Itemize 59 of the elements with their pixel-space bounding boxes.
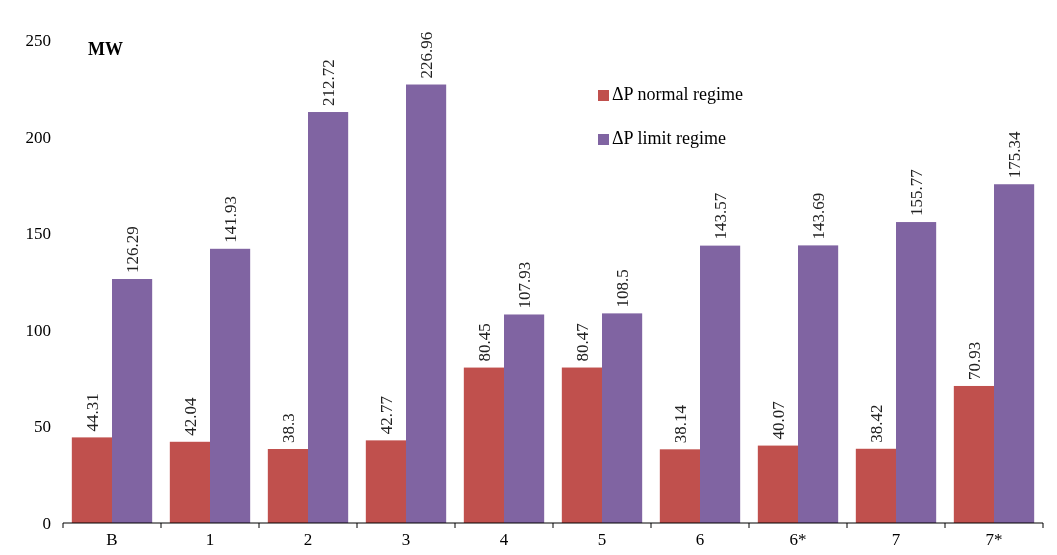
- data-label: 126.29: [123, 226, 143, 274]
- data-label: 38.42: [866, 404, 886, 443]
- bar: [700, 245, 741, 523]
- y-tick-label: 150: [25, 224, 51, 244]
- data-label: 141.93: [221, 196, 241, 243]
- bar: [994, 184, 1035, 523]
- y-axis-title: MW: [88, 39, 123, 59]
- data-label: 107.93: [515, 261, 535, 309]
- bar: [602, 313, 643, 523]
- y-tick-label: 100: [25, 320, 51, 340]
- data-label: 226.96: [417, 31, 437, 79]
- bar: [953, 385, 994, 523]
- bar: [267, 449, 308, 523]
- bar: [71, 437, 112, 523]
- bar: [463, 367, 504, 523]
- bar: [504, 314, 545, 523]
- data-label: 38.3: [278, 413, 298, 443]
- data-label: 44.31: [82, 393, 102, 432]
- data-label: 42.04: [180, 397, 200, 436]
- x-tick-label: 4: [499, 530, 509, 549]
- y-tick-label: 0: [42, 514, 51, 533]
- x-tick-label: 6: [695, 530, 705, 549]
- x-tick-label: 5: [597, 530, 607, 549]
- data-label: 40.07: [768, 400, 788, 440]
- bar: [365, 440, 406, 523]
- x-tick-label: 3: [401, 530, 411, 549]
- data-label: 155.77: [907, 168, 927, 217]
- data-label: 42.77: [376, 395, 396, 435]
- data-label: 80.45: [474, 323, 494, 362]
- data-label: 38.14: [670, 404, 690, 444]
- bar: [561, 367, 602, 523]
- y-tick-label: 250: [25, 31, 51, 50]
- data-label: 212.72: [319, 59, 339, 107]
- data-label: 143.69: [809, 192, 829, 240]
- bar: [798, 245, 839, 523]
- bar: [169, 441, 210, 523]
- x-tick-label: 7*: [985, 530, 1003, 549]
- x-tick-label: B: [106, 530, 118, 549]
- bar: [896, 222, 937, 523]
- data-label: 80.47: [572, 322, 592, 362]
- bar: [112, 279, 153, 523]
- bar: [659, 449, 700, 523]
- bar: [855, 448, 896, 523]
- data-label: 70.93: [964, 341, 984, 380]
- bar: [308, 112, 349, 523]
- x-tick-label: 2: [303, 530, 313, 549]
- x-tick-label: 6*: [789, 530, 807, 549]
- x-tick-label: 1: [205, 530, 215, 549]
- data-label: 175.34: [1005, 130, 1025, 179]
- y-tick-label: 200: [25, 127, 51, 147]
- bar: [757, 445, 798, 523]
- y-tick-label: 50: [34, 417, 51, 437]
- data-label: 143.57: [711, 192, 731, 240]
- x-tick-label: 7: [891, 530, 901, 549]
- legend-label: ΔP limit regime: [612, 128, 726, 148]
- bar: [406, 84, 447, 523]
- data-label: 108.5: [613, 269, 633, 308]
- legend-label: ΔP normal regime: [612, 84, 743, 104]
- bar: [210, 248, 251, 523]
